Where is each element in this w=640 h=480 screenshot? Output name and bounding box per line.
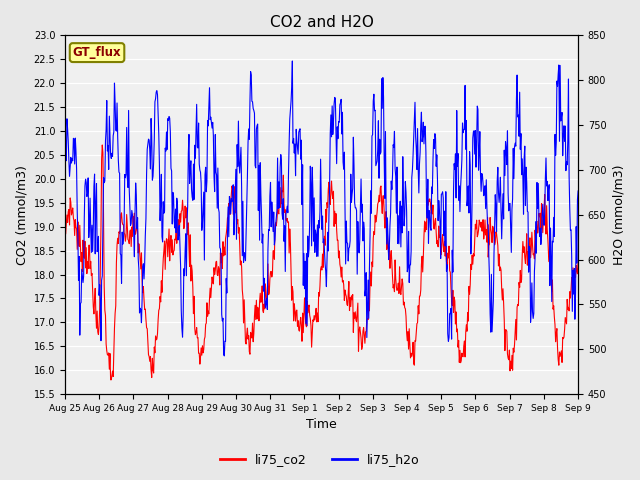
Title: CO2 and H2O: CO2 and H2O <box>269 15 374 30</box>
X-axis label: Time: Time <box>306 419 337 432</box>
Y-axis label: H2O (mmol/m3): H2O (mmol/m3) <box>612 165 625 265</box>
Y-axis label: CO2 (mmol/m3): CO2 (mmol/m3) <box>15 165 28 264</box>
Text: GT_flux: GT_flux <box>73 46 122 59</box>
Legend: li75_co2, li75_h2o: li75_co2, li75_h2o <box>215 448 425 471</box>
